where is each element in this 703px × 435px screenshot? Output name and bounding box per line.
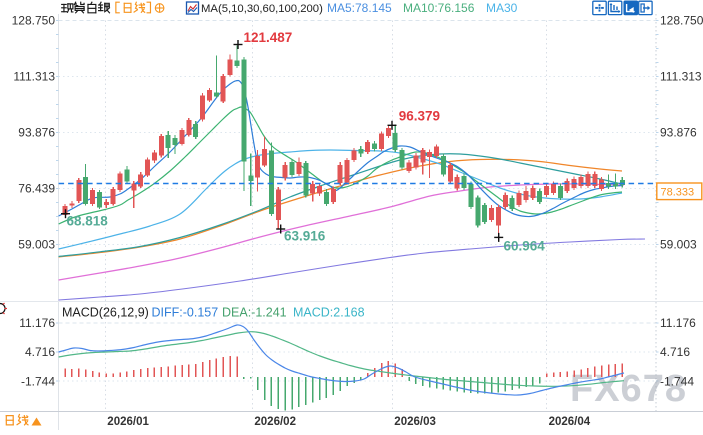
svg-text:MA5:78.145: MA5:78.145 bbox=[327, 1, 392, 15]
svg-text:MACD:2.168: MACD:2.168 bbox=[293, 306, 365, 320]
svg-text:11.176: 11.176 bbox=[660, 316, 696, 330]
svg-text:76.439: 76.439 bbox=[18, 182, 55, 196]
svg-text:93.876: 93.876 bbox=[660, 126, 697, 140]
svg-text:2026/02: 2026/02 bbox=[254, 416, 296, 428]
svg-text:128.750: 128.750 bbox=[660, 14, 703, 28]
svg-text:-1.744: -1.744 bbox=[21, 374, 55, 388]
svg-text:59.003: 59.003 bbox=[660, 238, 697, 252]
svg-text:60.964: 60.964 bbox=[504, 239, 546, 254]
svg-text:2026/03: 2026/03 bbox=[394, 416, 436, 428]
svg-text:111.313: 111.313 bbox=[13, 70, 55, 84]
svg-text:11.176: 11.176 bbox=[19, 316, 55, 330]
svg-text:121.487: 121.487 bbox=[244, 30, 293, 45]
svg-text:59.003: 59.003 bbox=[18, 238, 55, 252]
svg-text:128.750: 128.750 bbox=[12, 14, 56, 28]
svg-text:93.876: 93.876 bbox=[18, 126, 55, 140]
svg-text:2026/01: 2026/01 bbox=[107, 416, 149, 428]
svg-text:-1.744: -1.744 bbox=[660, 374, 694, 388]
svg-text:2026/04: 2026/04 bbox=[549, 416, 591, 428]
svg-text:FX678: FX678 bbox=[570, 368, 687, 410]
svg-text:MA30: MA30 bbox=[486, 1, 518, 15]
svg-text:DIFF:-0.157: DIFF:-0.157 bbox=[152, 306, 219, 320]
svg-text:96.379: 96.379 bbox=[399, 109, 440, 124]
svg-text:78.333: 78.333 bbox=[661, 187, 695, 199]
svg-text:111.313: 111.313 bbox=[660, 70, 702, 84]
svg-text:MACD(26,12,9): MACD(26,12,9) bbox=[62, 306, 149, 320]
svg-text:MA(5,10,30,60,100,200): MA(5,10,30,60,100,200) bbox=[201, 3, 323, 15]
svg-text:68.818: 68.818 bbox=[67, 214, 109, 229]
svg-text:MA10:76.156: MA10:76.156 bbox=[403, 1, 475, 15]
svg-text:63.916: 63.916 bbox=[284, 229, 326, 244]
svg-text:DEA:-1.241: DEA:-1.241 bbox=[222, 306, 287, 320]
svg-text:4.716: 4.716 bbox=[660, 345, 690, 359]
svg-text:4.716: 4.716 bbox=[25, 345, 55, 359]
